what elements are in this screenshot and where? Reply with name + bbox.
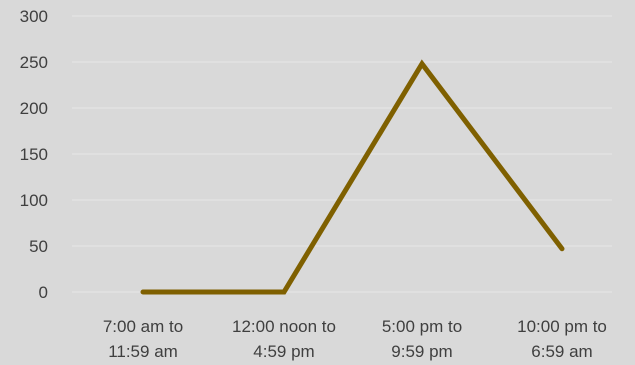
- y-axis-ticks: 0 50 100 150 200 250 300: [20, 7, 48, 302]
- x-tick-label-4: 10:00 pm to 6:59 am: [517, 317, 607, 361]
- y-tick-label-300: 300: [20, 7, 48, 26]
- y-tick-label-0: 0: [39, 283, 48, 302]
- y-tick-label-50: 50: [29, 237, 48, 256]
- y-tick-label-100: 100: [20, 191, 48, 210]
- x-tick-label-3: 5:00 pm to 9:59 pm: [382, 317, 462, 361]
- y-tick-label-200: 200: [20, 99, 48, 118]
- gridlines: [72, 15, 612, 293]
- x-axis-ticks: 7:00 am to 11:59 am 12:00 noon to 4:59 pm 5:…: [103, 317, 607, 361]
- y-tick-label-150: 150: [20, 145, 48, 164]
- series-line-1: [140, 59, 565, 295]
- y-tick-label-250: 250: [20, 53, 48, 72]
- x-tick-label-2: 12:00 noon to 4:59 pm: [232, 317, 336, 361]
- series-group: [140, 59, 565, 295]
- x-tick-label-1: 7:00 am to 11:59 am: [103, 317, 183, 361]
